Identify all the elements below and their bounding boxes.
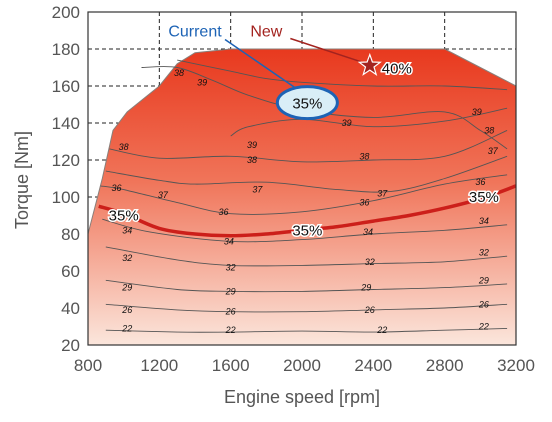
y-axis-label: Torque [Nm] (12, 131, 32, 229)
contour-label: 36 (219, 207, 229, 217)
contour-label: 37 (377, 188, 388, 198)
contour-label: 34 (224, 236, 234, 246)
new-value: 40% (382, 61, 412, 78)
new-star-icon (357, 52, 382, 76)
callouts: 35% Current 40% New (168, 24, 413, 121)
contour-label: 34 (479, 216, 489, 226)
contour-line-29 (105, 279, 508, 293)
contour-label: 32 (226, 262, 236, 272)
contour-label: 29 (478, 275, 489, 285)
efficiency-heat-area (88, 48, 516, 345)
x-tick-label: 2400 (354, 356, 392, 375)
contour-line-35-highlight (98, 184, 516, 238)
contour-label: 29 (360, 283, 371, 293)
new-leader-line (290, 37, 362, 63)
contour-label: 22 (478, 322, 489, 332)
contour-label: 39 (472, 107, 482, 117)
y-tick-label: 140 (52, 114, 80, 133)
contour-label: 22 (376, 325, 387, 335)
contour-label: 38 (484, 125, 494, 135)
current-label: Current (168, 24, 222, 41)
contour-label: 26 (478, 299, 489, 309)
contour-label: 39 (197, 77, 207, 87)
contour-label: 37 (252, 185, 263, 195)
contour-label: 39 (342, 118, 352, 128)
contour-line-34 (102, 218, 508, 243)
contour-label: 36 (475, 177, 485, 187)
contour-label: 38 (174, 68, 184, 78)
x-tick-label: 2800 (426, 356, 464, 375)
current-leader-line (224, 38, 300, 92)
contour-label-35: 35% (469, 189, 499, 206)
contour-line-32 (105, 246, 508, 267)
contour-label: 29 (225, 286, 236, 296)
contour-line-39 (230, 107, 508, 137)
contour-label: 38 (247, 155, 257, 165)
contour-label: 39 (247, 140, 257, 150)
plot-border (87, 11, 517, 346)
plot-frame (87, 11, 517, 346)
contour-label: 38 (119, 142, 129, 152)
contour-label: 38 (359, 151, 369, 161)
contour-label: 37 (158, 190, 169, 200)
contour-line-37 (105, 155, 508, 193)
x-tick-label: 1200 (140, 356, 178, 375)
y-tick-label: 20 (61, 336, 80, 355)
contour-label: 32 (365, 257, 375, 267)
current-ellipse (275, 85, 339, 121)
contour-label: 34 (363, 227, 373, 237)
contour-label: 36 (112, 183, 122, 193)
contour-label: 26 (121, 305, 132, 315)
contour-label: 22 (121, 323, 132, 333)
contour-label: 32 (122, 253, 132, 263)
contour-label: 37 (488, 146, 499, 156)
contour-label-35: 35% (109, 208, 139, 225)
y-tick-label: 40 (61, 299, 80, 318)
contour-label: 32 (479, 248, 489, 258)
x-axis-label: Engine speed [rpm] (224, 387, 380, 407)
max-torque-region (88, 48, 516, 345)
y-tick-label: 80 (61, 225, 80, 244)
axis-ticks: 800 1200 1600 2000 2400 2800 3200 20 40 60 80 100 12… (52, 3, 535, 375)
x-tick-label: 1600 (212, 356, 250, 375)
y-tick-label: 100 (52, 188, 80, 207)
y-tick-label: 60 (61, 262, 80, 281)
contour-label: 22 (225, 325, 236, 335)
contour-label: 36 (359, 198, 369, 208)
contour-label-35: 35% (292, 222, 322, 239)
x-tick-label: 2000 (283, 356, 321, 375)
y-tick-label: 200 (52, 3, 80, 22)
contour-label: 34 (122, 225, 132, 235)
current-value: 35% (292, 96, 322, 113)
contour-label: 29 (121, 283, 132, 293)
x-tick-label: 800 (74, 356, 102, 375)
y-tick-label: 160 (52, 77, 80, 96)
contour-label: 26 (225, 307, 236, 317)
y-tick-label: 180 (52, 40, 80, 59)
x-tick-label: 3200 (497, 356, 535, 375)
contour-line-22 (105, 327, 508, 333)
contour-line-26 (105, 303, 508, 313)
contour-line-39 (177, 59, 508, 91)
contour-label: 26 (364, 305, 375, 315)
contour-line-38 (109, 129, 508, 163)
contour-line-36 (100, 174, 508, 215)
y-tick-label: 120 (52, 151, 80, 170)
new-label: New (250, 24, 282, 41)
